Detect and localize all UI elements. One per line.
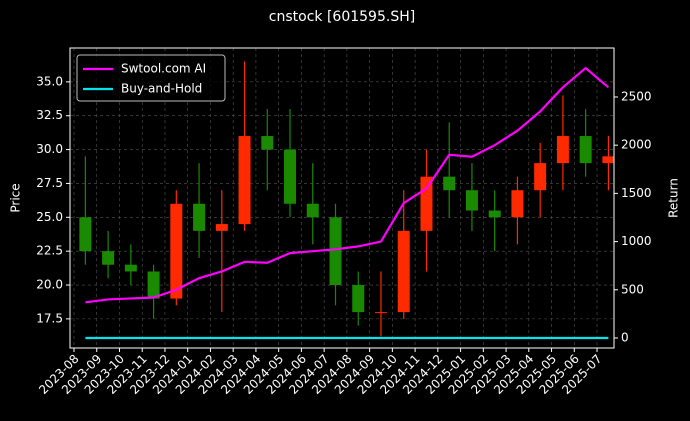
y-tick-label: 30.0 (36, 142, 63, 156)
candle-body (420, 176, 433, 231)
candle-body (556, 136, 569, 164)
legend-label: Buy-and-Hold (121, 82, 202, 96)
candle-body (465, 190, 478, 211)
legend-box (76, 54, 226, 102)
y-tick-label: 20.0 (36, 278, 63, 292)
candle-body (602, 156, 615, 164)
y-tick-label: 25.0 (36, 210, 63, 224)
candle-body (79, 217, 92, 252)
candle-body (443, 176, 456, 191)
y2-tick-label: 1000 (621, 234, 652, 248)
candle-body (374, 312, 387, 314)
y-tick-label: 27.5 (36, 176, 63, 190)
candle-body (102, 251, 115, 265)
y-tick-label: 35.0 (36, 74, 63, 88)
candle-body (124, 264, 137, 272)
candle-body (238, 136, 251, 225)
legend-label: Swtool.com AI (121, 62, 206, 76)
candle-body (170, 203, 183, 299)
chart-title: cnstock [601595.SH] (269, 9, 415, 25)
candle-body (534, 163, 547, 191)
return-line (85, 66, 610, 304)
y2-axis-label: Return (667, 178, 681, 218)
candle-body (147, 271, 160, 299)
y2-tick-label: 500 (621, 282, 644, 296)
candle-body (215, 224, 228, 231)
plot-frame (69, 47, 615, 349)
candle-body (329, 217, 342, 286)
candle-body (261, 136, 274, 150)
candle-body (306, 203, 319, 218)
y2-tick-label: 2000 (621, 138, 652, 152)
candle-body (397, 230, 410, 313)
candle-body (579, 136, 592, 164)
y-tick-label: 22.5 (36, 244, 63, 258)
y2-tick-label: 0 (621, 330, 629, 344)
candle-body (193, 203, 206, 231)
legend: Swtool.com AI Buy-and-Hold (76, 54, 226, 102)
y2-tick-label: 1500 (621, 186, 652, 200)
y-tick-label: 17.5 (36, 311, 63, 325)
candle-body (511, 190, 524, 218)
y2-tick-label: 2500 (621, 89, 652, 103)
candle-body (352, 285, 365, 313)
candle-body (488, 210, 501, 218)
candle-body (284, 149, 297, 204)
y-tick-label: 32.5 (36, 108, 63, 122)
y-axis-label: Price (9, 183, 23, 212)
